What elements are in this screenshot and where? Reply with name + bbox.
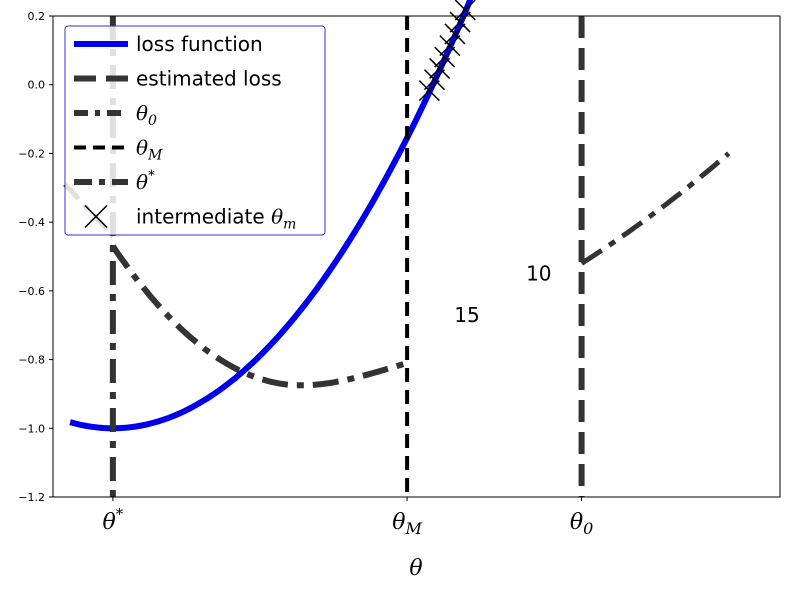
legend-label: intermediate θm (136, 205, 296, 233)
y-tick-label: −0.8 (18, 354, 45, 367)
legend-box (64, 25, 326, 236)
intermediate-marker (434, 46, 456, 68)
intermediate-marker (423, 69, 445, 91)
loss-function-line (69, 0, 474, 432)
x-tick-label: θM (392, 510, 422, 538)
intermediate-marker (444, 23, 466, 45)
legend-label: θM (136, 136, 163, 164)
legend-label: θ0 (136, 101, 157, 129)
iteration-label: 15 (454, 303, 479, 327)
estimated-loss-right (580, 151, 731, 266)
marker-stroke (439, 35, 461, 57)
x-tick-label: θ0 (570, 510, 593, 538)
intermediate-marker (418, 80, 440, 102)
legend-label: loss function (136, 32, 263, 56)
iteration-label: 10 (526, 262, 551, 286)
y-tick-label: −0.2 (18, 147, 45, 160)
chart-marks (63, 0, 731, 497)
y-tick-label: −1.2 (18, 491, 45, 504)
marker-stroke (434, 46, 456, 68)
marker-stroke (418, 80, 440, 102)
y-tick-label: −1.0 (18, 422, 45, 435)
legend-swatch (84, 204, 108, 229)
intermediate-marker (449, 11, 471, 33)
x-axis-title: θ (409, 556, 422, 581)
annotations: 10 15 (454, 262, 551, 327)
intermediate-marker (429, 57, 451, 79)
x-axis: θ* θM θ0 (102, 497, 593, 538)
estimated-loss-line (110, 244, 408, 389)
y-tick-label: 0.2 (28, 10, 46, 23)
marker-stroke (423, 69, 445, 91)
plot-frame (52, 15, 781, 498)
x-tick-label: θ* (102, 505, 123, 535)
intermediate-marker (439, 35, 461, 57)
marker-stroke (454, 0, 476, 21)
legend-label: estimated loss (136, 67, 282, 91)
y-tick-label: −0.6 (18, 285, 45, 298)
marker-stroke (449, 11, 471, 33)
marker-stroke (444, 23, 466, 45)
legend: loss function estimated loss θ0 θM θ* interme… (64, 25, 326, 236)
marker-stroke (429, 57, 451, 79)
y-tick-label: −0.4 (18, 216, 45, 229)
intermediate-marker (454, 0, 476, 21)
y-tick-label: 0.0 (28, 79, 46, 92)
legend-label: θ* (136, 168, 155, 194)
y-axis: 0.2 0.0 −0.2 −0.4 −0.6 −0.8 −1.0 −1.2 (18, 10, 53, 504)
